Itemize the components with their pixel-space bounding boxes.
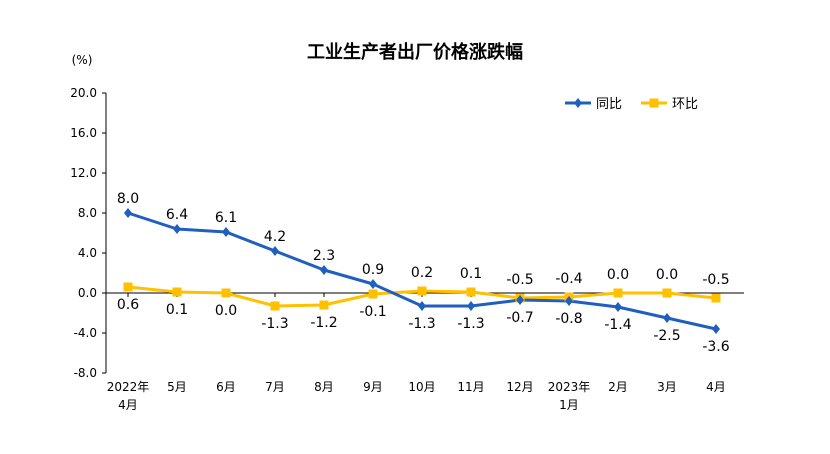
y-tick-label: 16.0 — [70, 126, 97, 140]
x-tick-label: 1月 — [559, 398, 579, 412]
data-point-环比 — [662, 288, 672, 298]
data-label: 0.0 — [656, 267, 678, 283]
data-label: 0.2 — [411, 265, 433, 281]
data-point-同比 — [369, 279, 377, 289]
data-point-同比 — [222, 227, 230, 237]
data-point-环比 — [221, 288, 231, 298]
data-point-同比 — [565, 296, 573, 306]
data-label: -0.4 — [555, 271, 582, 287]
y-tick-label: -8.0 — [74, 366, 97, 380]
x-tick-label: 2022年 — [107, 380, 150, 394]
y-tick-label: 8.0 — [78, 206, 97, 220]
data-label: -0.5 — [506, 272, 533, 288]
x-tick-label: 10月 — [408, 380, 435, 394]
data-point-同比 — [467, 301, 475, 311]
data-label: 0.9 — [362, 262, 384, 278]
legend-marker — [574, 98, 582, 108]
data-label: -0.5 — [702, 272, 729, 288]
data-point-环比 — [319, 300, 329, 310]
data-label: 0.0 — [215, 303, 237, 319]
data-point-环比 — [417, 286, 427, 296]
data-label: -1.3 — [408, 316, 435, 332]
data-point-环比 — [270, 301, 280, 311]
x-tick-label: 8月 — [314, 380, 334, 394]
x-tick-label: 11月 — [457, 380, 484, 394]
data-point-同比 — [320, 265, 328, 275]
data-label: 0.1 — [460, 266, 482, 282]
data-label: 2.3 — [313, 248, 335, 264]
data-point-环比 — [368, 289, 378, 299]
data-label: -3.6 — [702, 339, 729, 355]
data-point-环比 — [172, 287, 182, 297]
plot-area: 8.0 6.4 6.1 4.2 2.3 0.9 -1.3 -1.3 -0.7 -0.8 -1.4 -2… — [117, 191, 730, 355]
y-axis-unit: (%) — [72, 53, 93, 67]
y-tick-label: 12.0 — [70, 166, 97, 180]
x-tick-label: 7月 — [265, 380, 285, 394]
x-tick-label: 5月 — [167, 380, 187, 394]
legend-label: 环比 — [672, 97, 698, 112]
x-tick-label: 6月 — [216, 380, 236, 394]
data-label: -0.1 — [359, 304, 386, 320]
data-label: 0.6 — [117, 297, 139, 313]
data-point-环比 — [466, 287, 476, 297]
data-point-环比 — [123, 282, 133, 292]
data-point-同比 — [271, 246, 279, 256]
data-label: -1.4 — [604, 317, 631, 333]
x-tick-label: 9月 — [363, 380, 383, 394]
legend-label: 同比 — [596, 97, 622, 112]
legend: 同比 环比 — [565, 97, 698, 112]
data-point-同比 — [124, 208, 132, 218]
data-label: -1.3 — [261, 316, 288, 332]
data-label: 8.0 — [117, 191, 139, 207]
data-label: -0.8 — [555, 311, 582, 327]
data-point-同比 — [173, 224, 181, 234]
x-tick-label: 4月 — [706, 380, 726, 394]
y-tick-label: -4.0 — [74, 326, 97, 340]
y-tick-label: 0.0 — [78, 286, 97, 300]
legend-marker — [649, 98, 659, 108]
y-tick-label: 20.0 — [70, 86, 97, 100]
x-tick-label: 2月 — [608, 380, 628, 394]
data-label: -1.3 — [457, 316, 484, 332]
data-label: 0.1 — [166, 302, 188, 318]
data-point-环比 — [613, 288, 623, 298]
x-tick-label: 12月 — [506, 380, 533, 394]
data-label: -1.2 — [310, 315, 337, 331]
data-point-环比 — [711, 293, 721, 303]
data-label: 4.2 — [264, 229, 286, 245]
data-label: 6.1 — [215, 210, 237, 226]
x-tick-label: 3月 — [657, 380, 677, 394]
data-point-同比 — [614, 302, 622, 312]
x-tick-label: 2023年 — [548, 380, 591, 394]
y-axis: 20.0 16.0 12.0 8.0 4.0 0.0 -4.0 -8.0 — [70, 86, 106, 380]
data-point-同比 — [418, 301, 426, 311]
data-label: 6.4 — [166, 207, 188, 223]
data-label: 0.0 — [607, 267, 629, 283]
chart-title: 工业生产者出厂价格涨跌幅 — [307, 41, 523, 63]
data-label: -2.5 — [653, 328, 680, 344]
data-label: -0.7 — [506, 310, 533, 326]
data-point-同比 — [516, 295, 524, 305]
data-point-同比 — [712, 324, 720, 334]
x-axis: 2022年 4月 5月 6月 7月 8月 9月 10月 11月 12月 2023年 1月 2月 3月 4月 — [107, 293, 726, 412]
y-tick-label: 4.0 — [78, 246, 97, 260]
x-tick-label: 4月 — [118, 398, 138, 412]
data-point-同比 — [663, 313, 671, 323]
